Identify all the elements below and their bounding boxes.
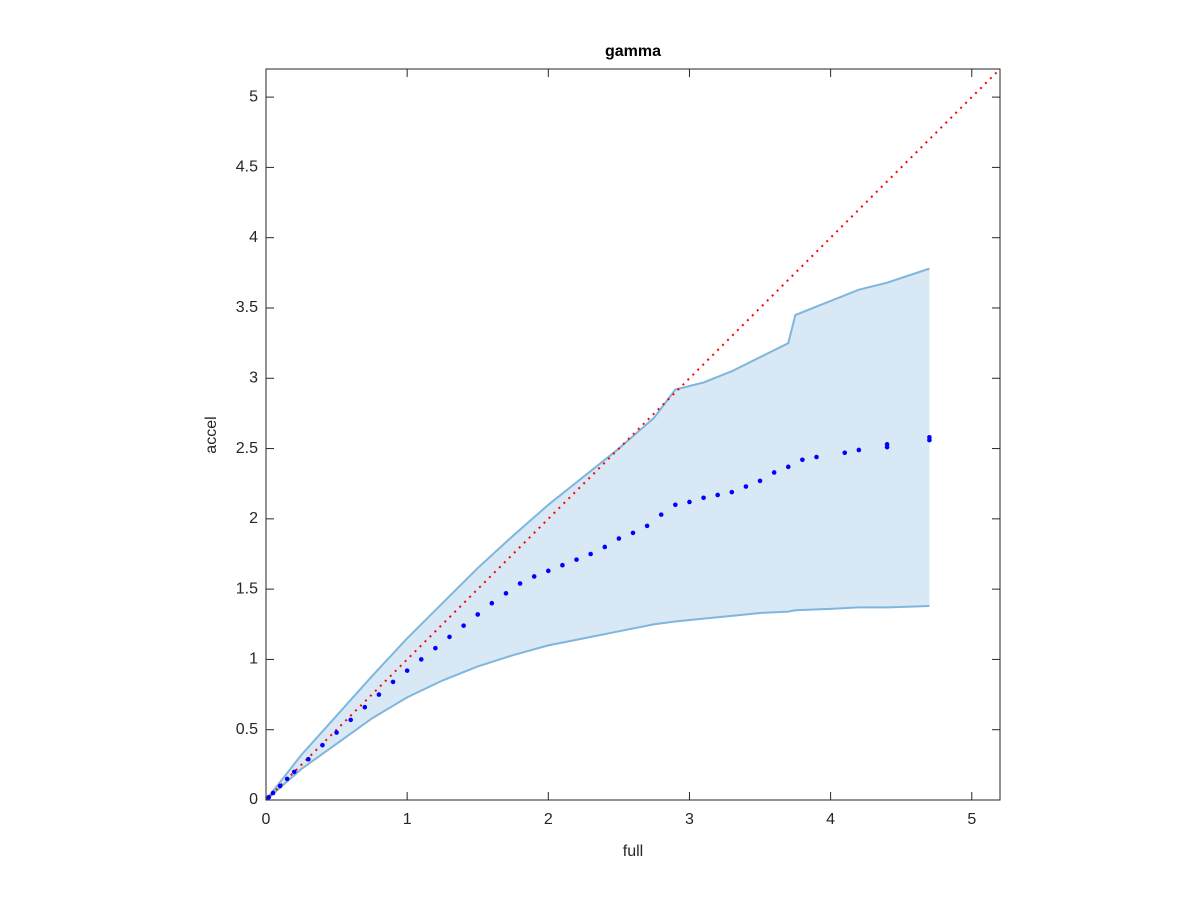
point xyxy=(785,464,791,470)
point xyxy=(291,769,297,775)
point xyxy=(390,679,396,685)
point xyxy=(362,704,368,710)
point xyxy=(715,492,720,498)
y-tick-label: 3.5 xyxy=(236,299,258,316)
y-tick-label: 4.5 xyxy=(236,159,258,176)
point xyxy=(546,568,551,574)
point xyxy=(404,668,410,673)
point xyxy=(814,454,819,460)
point xyxy=(266,794,272,800)
point xyxy=(270,790,276,796)
point xyxy=(658,512,664,517)
point xyxy=(673,502,678,508)
point xyxy=(560,562,565,568)
y-tick-label: 5 xyxy=(249,88,258,105)
y-tick-label: 0.5 xyxy=(236,721,258,738)
axes-box xyxy=(265,68,1001,801)
x-axis-label: full xyxy=(623,843,643,860)
point xyxy=(743,484,749,489)
point xyxy=(320,742,325,748)
y-tick-label: 1 xyxy=(249,651,258,668)
point xyxy=(306,756,311,762)
point xyxy=(334,730,339,735)
x-tick-label: 4 xyxy=(826,811,835,828)
x-tick-label: 1 xyxy=(403,811,412,828)
x-tick-label: 2 xyxy=(544,811,553,828)
y-tick-label: 2.5 xyxy=(236,440,258,457)
point xyxy=(630,530,636,536)
point xyxy=(503,591,509,596)
point xyxy=(856,447,862,453)
point xyxy=(616,536,622,541)
point xyxy=(644,523,650,529)
x-tick-label: 0 xyxy=(262,811,271,828)
point xyxy=(517,581,523,586)
point xyxy=(927,435,932,440)
x-tick-label: 3 xyxy=(685,811,694,828)
point xyxy=(433,645,438,651)
y-axis-label: accel xyxy=(203,416,220,453)
y-tick-label: 0 xyxy=(249,791,258,808)
point xyxy=(800,457,805,463)
point xyxy=(842,450,848,456)
y-tick-label: 3 xyxy=(249,369,258,386)
band-lower xyxy=(265,605,930,801)
y-tick-label: 4 xyxy=(249,229,258,246)
point xyxy=(602,544,608,550)
point xyxy=(447,634,452,640)
point xyxy=(729,489,735,495)
point xyxy=(284,776,290,782)
point xyxy=(588,551,593,557)
point xyxy=(884,442,890,447)
point xyxy=(461,623,466,628)
y-tick-label: 1.5 xyxy=(236,580,258,597)
point xyxy=(771,470,777,475)
band-fill xyxy=(266,268,930,800)
point xyxy=(687,499,692,505)
point xyxy=(418,657,424,662)
point xyxy=(574,557,579,562)
point xyxy=(277,783,283,789)
point xyxy=(489,600,495,606)
band-upper xyxy=(265,267,930,801)
chart-title: gamma xyxy=(605,43,661,60)
point xyxy=(531,574,537,579)
point xyxy=(757,478,763,484)
x-tick-label: 5 xyxy=(967,811,976,828)
point xyxy=(376,692,382,697)
point xyxy=(701,495,706,501)
y-tick-label: 2 xyxy=(249,510,258,527)
point xyxy=(475,612,481,617)
point xyxy=(348,717,353,723)
